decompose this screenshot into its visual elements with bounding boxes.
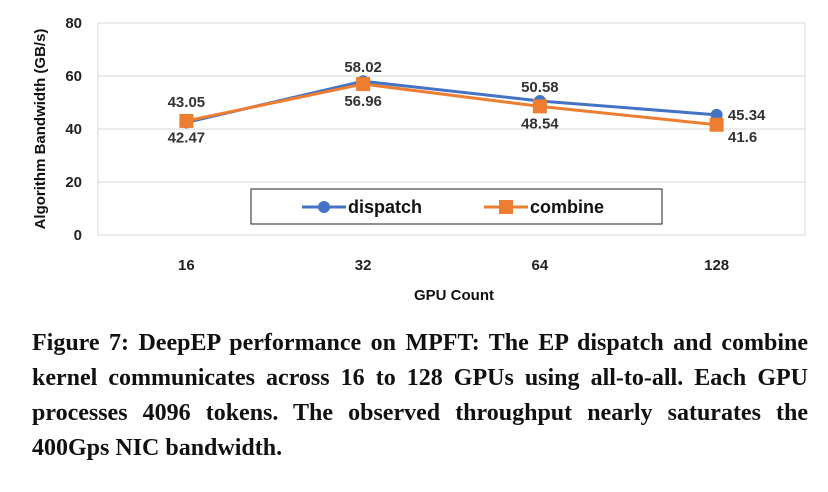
x-tick-label: 16 — [178, 257, 195, 274]
x-tick-label: 32 — [355, 257, 372, 274]
dispatch-legend-label: dispatch — [348, 197, 422, 217]
combine-data-label: 41.6 — [728, 129, 757, 146]
combine-legend-label: combine — [530, 197, 604, 217]
combine-data-label: 56.96 — [344, 93, 382, 110]
x-tick-label: 64 — [532, 257, 549, 274]
y-tick-labels: 0 20 40 60 80 — [65, 15, 82, 244]
x-tick-label: 128 — [704, 257, 729, 274]
line-chart: 0 20 40 60 80 16 32 64 128 Algorithm Bandwidth … — [32, 15, 806, 304]
y-tick-label: 0 — [74, 227, 82, 244]
figure-caption: Figure 7: DeepEP performance on MPFT: Th… — [32, 330, 808, 461]
series-lines — [186, 79, 717, 127]
data-labels: 42.47 58.02 50.58 45.34 43.05 56.96 48.54 41.6 — [168, 59, 766, 146]
series-markers — [179, 75, 724, 132]
dispatch-legend-marker — [318, 201, 330, 213]
legend: dispatch combine — [250, 188, 663, 225]
gridlines — [98, 22, 805, 236]
combine-legend-marker — [499, 200, 513, 214]
x-axis-title: GPU Count — [414, 287, 494, 304]
combine-point — [532, 99, 547, 114]
combine-point — [356, 77, 371, 92]
x-tick-labels: 16 32 64 128 — [178, 257, 729, 274]
y-tick-label: 60 — [65, 68, 82, 85]
combine-data-label: 48.54 — [521, 115, 559, 132]
dispatch-data-label: 50.58 — [521, 79, 559, 96]
combine-data-label: 43.05 — [168, 94, 206, 111]
y-axis-title: Algorithm Bandwidth (GB/s) — [32, 29, 49, 230]
combine-point — [179, 113, 194, 128]
y-tick-label: 20 — [65, 174, 82, 191]
dispatch-data-label: 45.34 — [728, 107, 766, 124]
dispatch-data-label: 42.47 — [168, 129, 206, 146]
y-tick-label: 80 — [65, 15, 82, 32]
dispatch-data-label: 58.02 — [344, 59, 382, 76]
combine-point — [709, 117, 724, 132]
combine-line — [186, 82, 717, 127]
y-tick-label: 40 — [65, 121, 82, 138]
